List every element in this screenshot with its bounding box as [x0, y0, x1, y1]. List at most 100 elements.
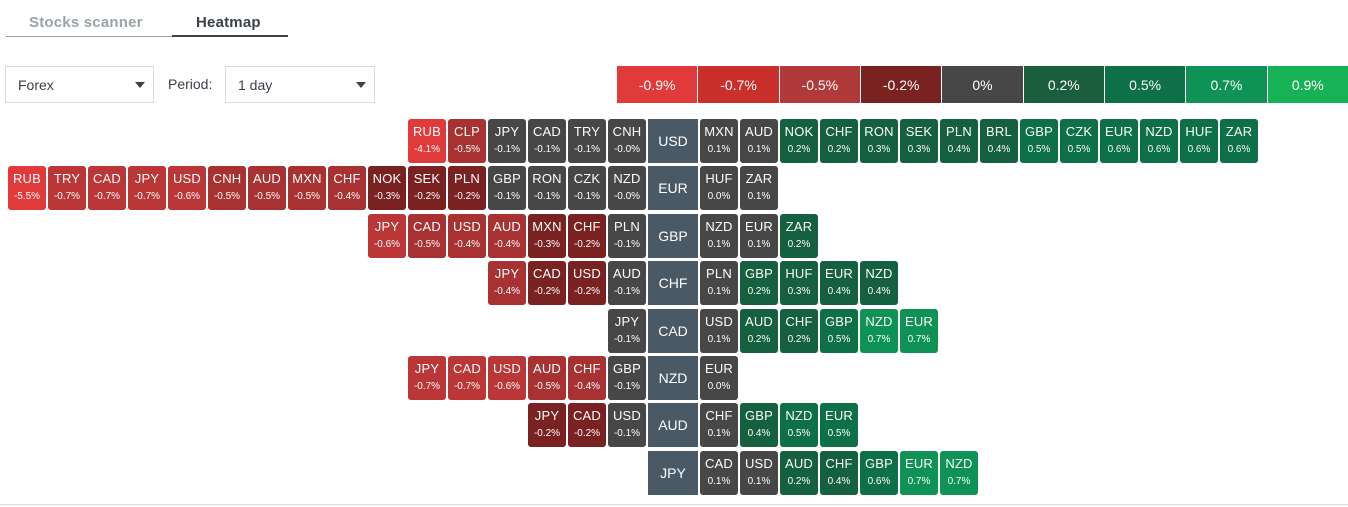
heatmap-cell[interactable]: RON 0.3% — [860, 119, 898, 163]
heatmap-cell[interactable]: AUD -0.1% — [608, 261, 646, 305]
market-select[interactable]: Forex — [5, 66, 154, 103]
heatmap-cell[interactable]: CHF -0.4% — [568, 356, 606, 400]
heatmap-cell[interactable]: MXN -0.3% — [528, 214, 566, 258]
heatmap-cell[interactable]: AUD -0.5% — [528, 356, 566, 400]
heatmap-cell[interactable]: AUD 0.1% — [740, 119, 778, 163]
heatmap-cell[interactable]: SEK 0.3% — [900, 119, 938, 163]
heatmap-cell[interactable]: JPY -0.4% — [488, 261, 526, 305]
heatmap-cell[interactable]: EUR 0.0% — [700, 356, 738, 400]
heatmap-cell[interactable]: GBP 0.5% — [820, 309, 858, 353]
heatmap-cell[interactable]: USD 0.1% — [700, 309, 738, 353]
heatmap-cell[interactable]: ZAR 0.1% — [740, 166, 778, 210]
heatmap-cell[interactable]: CNH -0.0% — [608, 119, 646, 163]
heatmap-cell[interactable]: CAD -0.7% — [448, 356, 486, 400]
heatmap-cell[interactable]: TRY -0.7% — [48, 166, 86, 210]
heatmap-cell[interactable]: EUR 0.5% — [820, 403, 858, 447]
heatmap-cell[interactable]: CHF -0.2% — [568, 214, 606, 258]
heatmap-cell[interactable]: CAD -0.7% — [88, 166, 126, 210]
heatmap-cell[interactable]: SEK -0.2% — [408, 166, 446, 210]
heatmap-cell[interactable]: NZD 0.5% — [780, 403, 818, 447]
heatmap-cell[interactable]: MXN 0.1% — [700, 119, 738, 163]
heatmap-cell[interactable]: NOK 0.2% — [780, 119, 818, 163]
heatmap-cell[interactable]: GBP 0.2% — [740, 261, 778, 305]
heatmap-cell[interactable]: EUR 0.1% — [740, 214, 778, 258]
heatmap-cell[interactable]: PLN 0.4% — [940, 119, 978, 163]
heatmap-cell[interactable]: NZD 0.7% — [860, 309, 898, 353]
heatmap-cell[interactable]: ZAR 0.2% — [780, 214, 818, 258]
heatmap-cell[interactable]: CAD -0.2% — [528, 261, 566, 305]
heatmap-cell[interactable]: CHF -0.4% — [328, 166, 366, 210]
heatmap-cell[interactable]: NZD 0.4% — [860, 261, 898, 305]
heatmap-cell[interactable]: USD -0.6% — [488, 356, 526, 400]
heatmap-cell[interactable]: JPY -0.7% — [408, 356, 446, 400]
heatmap-cell[interactable]: CHF 0.2% — [820, 119, 858, 163]
base-currency[interactable]: AUD — [648, 403, 698, 447]
heatmap-cell[interactable]: EUR 0.6% — [1100, 119, 1138, 163]
heatmap-cell[interactable]: NZD 0.1% — [700, 214, 738, 258]
heatmap-cell[interactable]: JPY -0.7% — [128, 166, 166, 210]
heatmap-cell[interactable]: CHF 0.1% — [700, 403, 738, 447]
heatmap-cell[interactable]: EUR 0.4% — [820, 261, 858, 305]
base-currency[interactable]: GBP — [648, 214, 698, 258]
heatmap-cell[interactable]: USD -0.1% — [608, 403, 646, 447]
change-percent: 0.5% — [1067, 144, 1091, 155]
heatmap-cell[interactable]: PLN -0.1% — [608, 214, 646, 258]
heatmap-cell[interactable]: CNH -0.5% — [208, 166, 246, 210]
heatmap-cell[interactable]: PLN -0.2% — [448, 166, 486, 210]
heatmap-cell[interactable]: GBP 0.4% — [740, 403, 778, 447]
heatmap-cell[interactable]: JPY -0.6% — [368, 214, 406, 258]
heatmap-cell[interactable]: USD -0.6% — [168, 166, 206, 210]
heatmap-cell[interactable]: TRY -0.1% — [568, 119, 606, 163]
legend-swatch: -0.5% — [779, 66, 861, 103]
base-currency[interactable]: JPY — [648, 451, 698, 495]
heatmap-cell[interactable]: GBP -0.1% — [488, 166, 526, 210]
heatmap-cell[interactable]: CZK 0.5% — [1060, 119, 1098, 163]
heatmap-cell[interactable]: AUD -0.4% — [488, 214, 526, 258]
heatmap-cell[interactable]: USD -0.4% — [448, 214, 486, 258]
heatmap-cell[interactable]: GBP -0.1% — [608, 356, 646, 400]
heatmap-cell[interactable]: BRL 0.4% — [980, 119, 1018, 163]
heatmap-cell[interactable]: JPY -0.1% — [608, 309, 646, 353]
heatmap-cell[interactable]: CAD 0.1% — [700, 451, 738, 495]
heatmap-cell[interactable]: CLP -0.5% — [448, 119, 486, 163]
change-percent: 0.3% — [907, 144, 931, 155]
heatmap-cell[interactable]: GBP 0.5% — [1020, 119, 1058, 163]
tab-stocks-scanner[interactable]: Stocks scanner — [29, 14, 143, 31]
heatmap-cell[interactable]: USD 0.1% — [740, 451, 778, 495]
heatmap-cell[interactable]: PLN 0.1% — [700, 261, 738, 305]
heatmap-cell[interactable]: USD -0.2% — [568, 261, 606, 305]
heatmap-cell[interactable]: AUD 0.2% — [740, 309, 778, 353]
heatmap-cell[interactable]: RUB -5.5% — [8, 166, 46, 210]
heatmap-cell[interactable]: JPY -0.2% — [528, 403, 566, 447]
heatmap-cell[interactable]: EUR 0.7% — [900, 309, 938, 353]
heatmap-cell[interactable]: CAD -0.5% — [408, 214, 446, 258]
heatmap-cell[interactable]: NZD -0.0% — [608, 166, 646, 210]
base-currency[interactable]: CHF — [648, 261, 698, 305]
base-currency[interactable]: USD — [648, 119, 698, 163]
base-currency[interactable]: EUR — [648, 166, 698, 210]
tab-heatmap[interactable]: Heatmap — [196, 14, 261, 31]
heatmap-cell[interactable]: AUD -0.5% — [248, 166, 286, 210]
heatmap-cell[interactable]: NZD 0.6% — [1140, 119, 1178, 163]
heatmap-cell[interactable]: CHF 0.2% — [780, 309, 818, 353]
heatmap-cell[interactable]: ZAR 0.6% — [1220, 119, 1258, 163]
heatmap-cell[interactable]: NOK -0.3% — [368, 166, 406, 210]
heatmap-cell[interactable]: CAD -0.2% — [568, 403, 606, 447]
heatmap-cell[interactable]: RON -0.1% — [528, 166, 566, 210]
heatmap-cell[interactable]: HUF 0.3% — [780, 261, 818, 305]
heatmap-cell[interactable]: JPY -0.1% — [488, 119, 526, 163]
period-select[interactable]: 1 day — [225, 66, 375, 103]
heatmap-cell[interactable]: HUF 0.6% — [1180, 119, 1218, 163]
heatmap-cell[interactable]: EUR 0.7% — [900, 451, 938, 495]
base-currency[interactable]: NZD — [648, 356, 698, 400]
heatmap-cell[interactable]: GBP 0.6% — [860, 451, 898, 495]
heatmap-cell[interactable]: CAD -0.1% — [528, 119, 566, 163]
base-currency[interactable]: CAD — [648, 309, 698, 353]
heatmap-cell[interactable]: CZK -0.1% — [568, 166, 606, 210]
heatmap-cell[interactable]: NZD 0.7% — [940, 451, 978, 495]
heatmap-cell[interactable]: HUF 0.0% — [700, 166, 738, 210]
heatmap-cell[interactable]: CHF 0.4% — [820, 451, 858, 495]
heatmap-cell[interactable]: AUD 0.2% — [780, 451, 818, 495]
heatmap-cell[interactable]: RUB -4.1% — [408, 119, 446, 163]
heatmap-cell[interactable]: MXN -0.5% — [288, 166, 326, 210]
